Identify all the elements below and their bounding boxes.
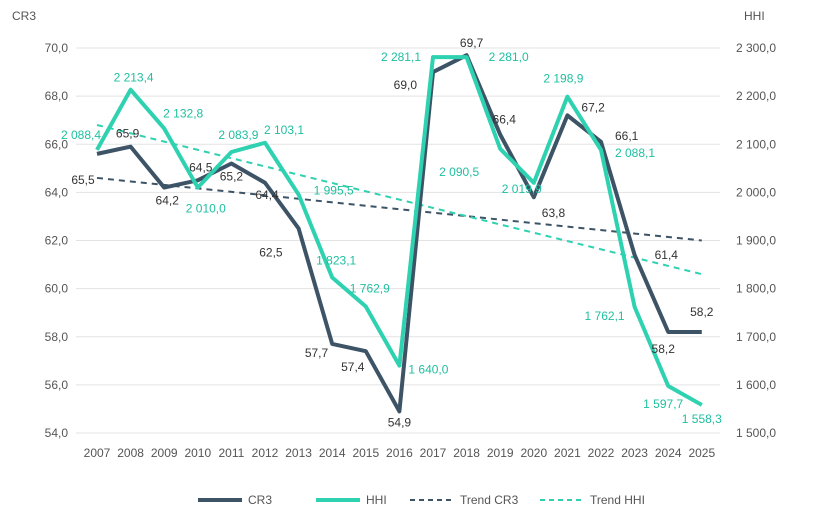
cr3-data-label: 64,2: [156, 194, 180, 208]
x-tick-label: 2023: [621, 446, 648, 460]
x-tick-label: 2019: [487, 446, 514, 460]
right-tick-label: 1 800,0: [736, 282, 776, 296]
cr3-data-label: 65,2: [220, 170, 244, 184]
hhi-data-label: 2 132,8: [163, 106, 203, 120]
hhi-data-label: 2 090,5: [439, 165, 479, 179]
right-tick-label: 2 100,0: [736, 137, 776, 151]
x-tick-label: 2020: [520, 446, 547, 460]
x-tick-label: 2025: [688, 446, 715, 460]
hhi-data-label: 2 010,0: [186, 202, 226, 216]
right-tick-label: 1 500,0: [736, 426, 776, 440]
cr3-data-label: 57,4: [341, 360, 365, 374]
hhi-data-label: 1 558,3: [682, 412, 722, 426]
x-tick-label: 2024: [655, 446, 682, 460]
hhi-data-label: 1 995,5: [314, 184, 354, 198]
cr3-data-label: 63,8: [542, 206, 566, 220]
cr3-data-label: 64,4: [255, 188, 279, 202]
hhi-data-label: 2 281,0: [489, 50, 529, 64]
cr3-data-label: 57,7: [305, 346, 329, 360]
cr3-data-label: 58,2: [652, 342, 676, 356]
left-axis-title: CR3: [12, 9, 36, 23]
left-axis: 54,0 56,0 58,0 60,0 62,0 64,0 66,0 68,0 70,0: [45, 41, 69, 440]
right-tick-label: 1 600,0: [736, 378, 776, 392]
x-tick-label: 2012: [252, 446, 279, 460]
right-axis: 1 500,0 1 600,0 1 700,0 1 800,0 1 900,0 2 000…: [736, 41, 776, 440]
left-tick-label: 62,0: [45, 234, 69, 248]
right-tick-label: 1 900,0: [736, 234, 776, 248]
left-tick-label: 58,0: [45, 330, 69, 344]
legend: CR3 HHI Trend CR3 Trend HHI: [198, 493, 645, 507]
cr3-data-label: 66,4: [493, 113, 517, 127]
left-tick-label: 56,0: [45, 378, 69, 392]
right-tick-label: 2 300,0: [736, 41, 776, 55]
hhi-data-label: 1 762,9: [350, 281, 390, 295]
hhi-data-label: 1 640,0: [408, 363, 448, 377]
x-tick-label: 2011: [218, 446, 244, 460]
hhi-data-label: 1 823,1: [316, 254, 356, 268]
right-tick-label: 2 200,0: [736, 89, 776, 103]
cr3-data-label: 54,9: [388, 415, 412, 429]
hhi-data-label: 2 088,4: [61, 128, 101, 142]
hhi-data-label: 2 103,1: [264, 123, 304, 137]
hhi-data-label: 2 213,4: [114, 71, 154, 85]
left-tick-label: 66,0: [45, 137, 69, 151]
x-tick-label: 2015: [352, 446, 379, 460]
legend-hhi-label: HHI: [366, 493, 387, 507]
hhi-data-label: 1 597,7: [643, 397, 683, 411]
legend-trend-hhi-label: Trend HHI: [590, 493, 645, 507]
cr3-data-label: 69,0: [394, 78, 418, 92]
hhi-data-label: 2 198,9: [543, 72, 583, 86]
cr3-data-label: 65,9: [116, 127, 140, 141]
trend-hhi-line: [96, 124, 703, 276]
x-axis: 2007 2008 2009 2010 2011 2012 2013 2014 2015 2016…: [84, 446, 716, 460]
hhi-data-label: 2 088,1: [615, 146, 655, 160]
x-tick-label: 2016: [386, 446, 413, 460]
left-tick-label: 64,0: [45, 185, 69, 199]
right-tick-label: 2 000,0: [736, 185, 776, 199]
cr3-data-label: 61,4: [655, 248, 679, 262]
x-tick-label: 2018: [453, 446, 480, 460]
right-axis-title: HHI: [744, 9, 765, 23]
x-tick-label: 2008: [117, 446, 144, 460]
cr3-data-label: 67,2: [581, 100, 605, 114]
right-tick-label: 1 700,0: [736, 330, 776, 344]
x-tick-label: 2010: [184, 446, 211, 460]
gridlines: [76, 47, 720, 434]
x-tick-label: 2007: [84, 446, 111, 460]
hhi-data-label: 2 281,1: [381, 50, 421, 64]
series-lines: [95, 53, 703, 414]
data-labels: 65,5 65,9 64,2 64,5 65,2 64,4 62,5 57,7 57,4 54,9…: [61, 36, 722, 429]
x-tick-label: 2014: [319, 446, 346, 460]
left-tick-label: 70,0: [45, 41, 69, 55]
left-tick-label: 60,0: [45, 282, 69, 296]
cr3-series-line: [96, 53, 702, 414]
hhi-series-line: [95, 55, 703, 407]
hhi-data-label: 2 083,9: [218, 128, 258, 142]
legend-trend-cr3-label: Trend CR3: [460, 493, 519, 507]
x-tick-label: 2017: [420, 446, 447, 460]
left-tick-label: 54,0: [45, 426, 69, 440]
cr3-data-label: 64,5: [189, 160, 213, 174]
x-tick-label: 2021: [554, 446, 581, 460]
cr3-data-label: 62,5: [259, 245, 283, 259]
hhi-data-label: 1 762,1: [585, 309, 625, 323]
legend-cr3-label: CR3: [248, 493, 272, 507]
x-tick-label: 2013: [285, 446, 312, 460]
cr3-data-label: 66,1: [615, 129, 639, 143]
cr3-data-label: 65,5: [71, 173, 95, 187]
cr3-data-label: 58,2: [690, 305, 714, 319]
x-tick-label: 2022: [588, 446, 615, 460]
x-tick-label: 2009: [151, 446, 178, 460]
cr3-data-label: 69,7: [460, 36, 484, 50]
left-tick-label: 68,0: [45, 89, 69, 103]
hhi-data-label: 2 019,9: [502, 182, 542, 196]
